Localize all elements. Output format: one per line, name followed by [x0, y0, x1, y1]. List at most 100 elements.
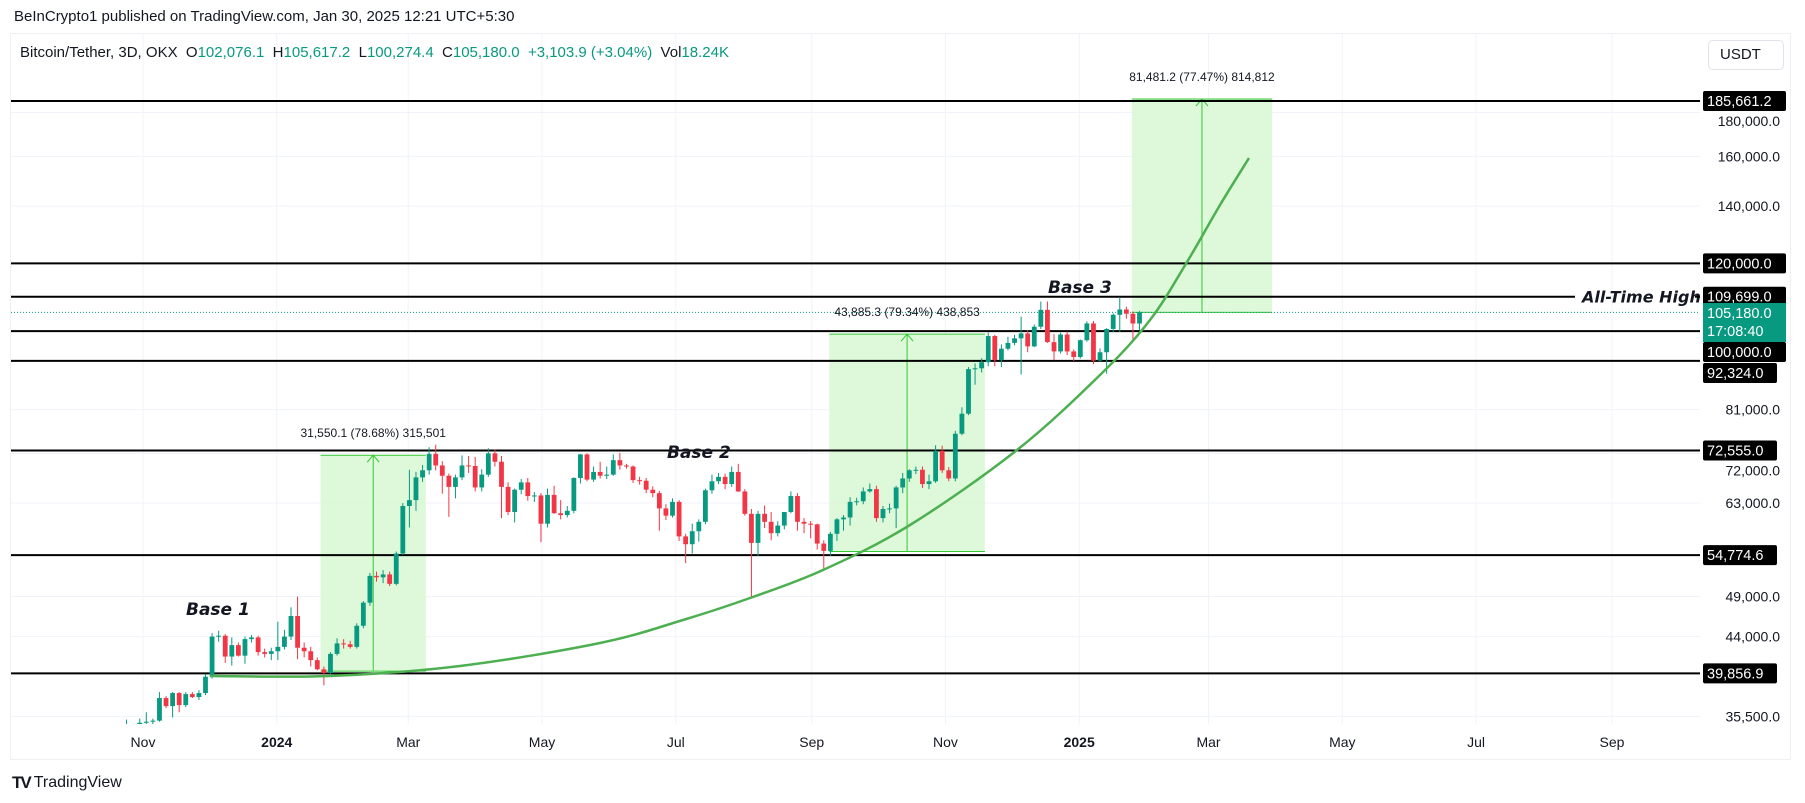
low-value: 100,274.4: [366, 44, 434, 61]
candle-body: [308, 651, 314, 661]
candle-up: [755, 510, 761, 557]
candle-body: [808, 523, 814, 525]
footer-brand[interactable]: TV TradingView: [12, 773, 122, 793]
last-price-label: 105,180.0: [1707, 306, 1772, 322]
candle-body: [499, 461, 504, 487]
candle-up: [512, 488, 518, 523]
candle-body: [709, 481, 715, 491]
candle-up: [716, 473, 721, 485]
candle-body: [584, 454, 590, 480]
candle-body: [841, 517, 846, 520]
candle-countdown: 17:08:40: [1707, 324, 1763, 340]
candle-down: [624, 463, 629, 469]
level-price-tag: [1703, 253, 1786, 274]
candle-up: [196, 690, 202, 701]
candle-down: [742, 489, 748, 516]
candle-body: [742, 491, 748, 514]
candle-body: [124, 727, 129, 731]
candle-down: [749, 509, 754, 597]
candle-up: [926, 474, 932, 490]
candle-up: [1077, 339, 1083, 359]
candle-down: [643, 477, 649, 494]
candle-up: [183, 692, 189, 708]
candle-body: [564, 510, 570, 516]
level-price-label: 120,000.0: [1707, 256, 1772, 272]
candle-up: [913, 466, 919, 475]
symbol-name[interactable]: Bitcoin/Tether, 3D, OKX: [20, 44, 178, 61]
candle-down: [992, 334, 998, 367]
arrow-head-icon: [366, 454, 380, 463]
candle-body: [966, 369, 971, 414]
candle-body: [525, 482, 531, 497]
candle-body: [1038, 309, 1044, 327]
x-tick-label: 2025: [1064, 734, 1095, 750]
candle-body: [979, 362, 985, 369]
candle-body: [814, 524, 820, 544]
candle-body: [1071, 351, 1077, 357]
candle-body: [663, 508, 669, 516]
high-value: 105,617.2: [283, 44, 351, 61]
candle-body: [913, 469, 919, 471]
measure-label: 43,885.3 (79.34%) 438,853: [834, 305, 980, 319]
candle-up: [1058, 332, 1063, 354]
candle-down: [472, 457, 478, 492]
candle-body: [959, 413, 965, 434]
candle-body: [407, 500, 412, 507]
candle-down: [538, 493, 544, 543]
candle-body: [795, 496, 800, 522]
candle-up: [479, 469, 485, 492]
base-label[interactable]: Base 1: [186, 600, 250, 620]
base-label[interactable]: Base 3: [1048, 278, 1112, 298]
candle-up: [610, 454, 616, 476]
candle-body: [722, 476, 728, 485]
candle-body: [781, 512, 787, 526]
level-price-label: 39,856.9: [1707, 666, 1763, 682]
candle-body: [591, 471, 596, 480]
x-tick-label: May: [529, 734, 555, 750]
candle-body: [163, 698, 169, 707]
candle-up: [400, 503, 406, 555]
parabolic-curve-line[interactable]: [209, 157, 1251, 678]
candle-body: [1005, 342, 1011, 349]
candle-up: [775, 521, 781, 537]
candle-body: [1031, 326, 1037, 347]
candle-body: [847, 501, 853, 518]
candle-up: [689, 523, 695, 554]
candle-down: [584, 453, 590, 482]
candle-body: [485, 453, 491, 475]
candle-body: [656, 493, 662, 509]
candle-body: [696, 521, 702, 532]
candle-body: [492, 453, 498, 462]
price-axis[interactable]: 35,500.0 44,000.0 49,000.0 63,000.0 72,000.0…: [1703, 91, 1786, 724]
candle-up: [887, 503, 892, 514]
y-tick-label: 160,000.0: [1718, 148, 1780, 164]
candle-body: [387, 574, 393, 584]
time-axis[interactable]: Nov 2024 Mar May Jul Sep Nov 2025 Mar May Jul Sep: [131, 734, 1625, 750]
candle-body: [998, 348, 1004, 361]
base-label[interactable]: Base 2: [667, 443, 731, 463]
candle-up: [531, 492, 537, 502]
currency-button[interactable]: USDT: [1708, 40, 1784, 70]
candle-body: [985, 336, 991, 363]
candle-body: [137, 722, 143, 724]
close-label: C: [442, 44, 453, 61]
candle-down: [676, 500, 682, 541]
candle-down: [525, 477, 531, 501]
candle-body: [630, 466, 636, 481]
candle-body: [374, 575, 379, 578]
horizontal-levels: All-Time High: [11, 100, 1701, 675]
level-price-tag: [1703, 545, 1777, 566]
candle-body: [702, 490, 708, 522]
candle-body: [1137, 312, 1142, 324]
candle-up: [578, 453, 583, 484]
annotations: 31,550.1 (78.68%) 315,501 43,885.3 (79.34…: [186, 70, 1275, 620]
candle-body: [893, 487, 899, 509]
candle-down: [821, 540, 827, 569]
parabolic-curve[interactable]: [209, 157, 1251, 678]
candle-body: [360, 602, 366, 626]
candle-body: [453, 477, 458, 487]
candle-body: [716, 476, 721, 482]
candle-body: [749, 513, 754, 543]
candle-up: [275, 621, 281, 661]
